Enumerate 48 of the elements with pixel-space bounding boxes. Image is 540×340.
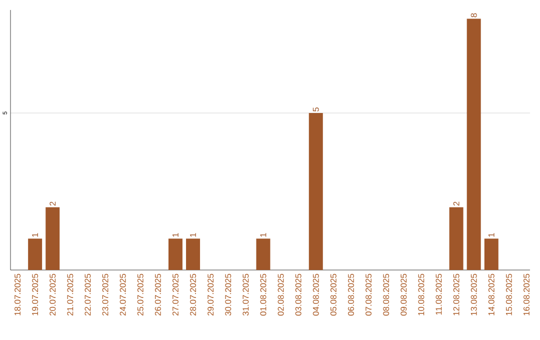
data-label: 1 bbox=[172, 233, 178, 237]
data-label: 1 bbox=[488, 233, 494, 237]
data-label: 1 bbox=[32, 233, 38, 237]
x-tick-label: 28.07.2025 bbox=[190, 274, 196, 316]
data-label: 2 bbox=[453, 202, 460, 206]
x-tick-label: 27.07.2025 bbox=[172, 274, 178, 316]
x-tick-label: 30.07.2025 bbox=[225, 274, 232, 316]
data-label: 5 bbox=[312, 107, 319, 112]
x-tick-label: 04.08.2025 bbox=[312, 274, 319, 316]
data-label: 1 bbox=[260, 233, 266, 237]
bar bbox=[449, 207, 464, 270]
x-tick-label: 22.07.2025 bbox=[84, 274, 91, 316]
bar bbox=[46, 207, 60, 270]
x-tick-label: 19.07.2025 bbox=[32, 274, 38, 316]
bar bbox=[466, 18, 481, 270]
x-tick-label: 03.08.2025 bbox=[295, 274, 302, 316]
x-tick-label: 15.08.2025 bbox=[506, 274, 512, 316]
x-tick-label: 02.08.2025 bbox=[278, 274, 284, 316]
x-tick-label: 25.07.2025 bbox=[137, 274, 144, 316]
data-label: 8 bbox=[470, 13, 477, 18]
x-tick-label: 05.08.2025 bbox=[330, 274, 336, 316]
x-tick-label: 10.08.2025 bbox=[418, 274, 424, 316]
data-label: 1 bbox=[190, 233, 196, 237]
x-tick-label: 16.08.2025 bbox=[524, 274, 530, 316]
x-tick-label: 01.08.2025 bbox=[260, 274, 266, 316]
x-tick-label: 20.07.2025 bbox=[50, 274, 56, 316]
x-tick-label: 12.08.2025 bbox=[453, 274, 460, 316]
bar bbox=[308, 112, 323, 270]
x-tick-label: 11.08.2025 bbox=[436, 274, 442, 315]
bar bbox=[28, 238, 42, 270]
x-tick-label: 06.08.2025 bbox=[348, 274, 354, 316]
bar bbox=[484, 238, 498, 270]
bar bbox=[168, 238, 182, 270]
x-tick-label: 31.07.2025 bbox=[242, 274, 249, 316]
x-tick-label: 18.07.2025 bbox=[14, 274, 21, 316]
x-tick-label: 08.08.2025 bbox=[383, 274, 390, 316]
bar bbox=[256, 238, 270, 270]
x-tick-label: 26.07.2025 bbox=[154, 274, 161, 316]
bar bbox=[186, 238, 200, 270]
x-tick-label: 14.08.2025 bbox=[488, 274, 494, 316]
x-tick-label: 21.07.2025 bbox=[67, 274, 74, 316]
x-tick-label: 13.08.2025 bbox=[470, 274, 477, 316]
x-tick-label: 09.08.2025 bbox=[400, 274, 407, 316]
x-tick-label: 23.07.2025 bbox=[102, 274, 108, 316]
x-tick-label: 29.07.2025 bbox=[208, 274, 214, 316]
x-tick-label: 24.07.2025 bbox=[120, 274, 126, 316]
data-label: 2 bbox=[50, 202, 56, 206]
x-tick-label: 07.08.2025 bbox=[366, 274, 372, 316]
